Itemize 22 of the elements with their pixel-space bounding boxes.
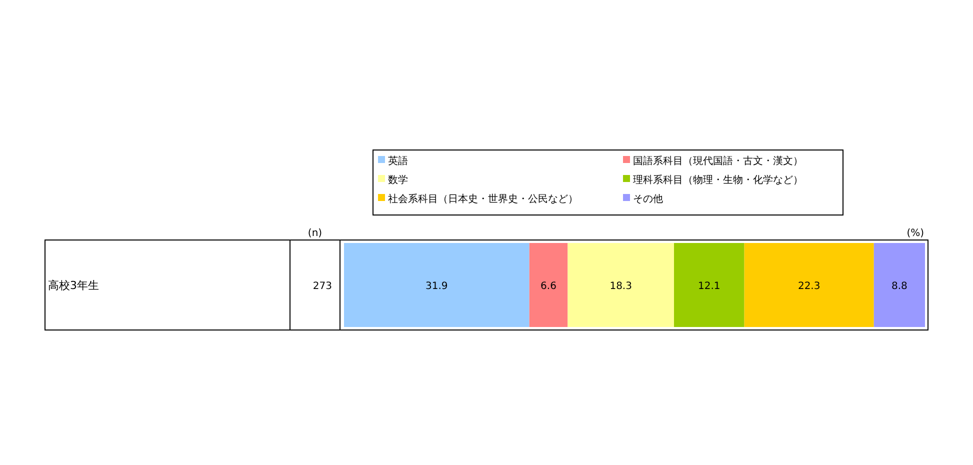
legend-label: 社会系科目（日本史・世界史・公民など） <box>388 193 578 205</box>
data-label: 18.3 <box>610 281 632 292</box>
data-label: 22.3 <box>798 281 820 292</box>
legend-label: 国語系科目（現代国語・古文・漢文） <box>633 155 803 167</box>
legend-label: 英語 <box>388 155 408 167</box>
bar <box>529 243 568 327</box>
text: (n) <box>308 228 322 239</box>
bar <box>874 243 925 327</box>
legend-label: その他 <box>633 193 663 205</box>
bar <box>568 243 674 327</box>
legend-label: 理科系科目（物理・生物・化学など） <box>633 174 803 186</box>
text: (%) <box>906 228 924 239</box>
data-label: 8.8 <box>891 281 908 292</box>
legend-label: 数学 <box>388 174 408 186</box>
bar <box>744 243 874 327</box>
y-tick-label: 高校3年生 <box>48 279 99 292</box>
text: 273 <box>312 281 332 292</box>
data-label: 6.6 <box>540 281 556 292</box>
data-label: 12.1 <box>698 281 720 292</box>
bar <box>344 243 530 327</box>
bar <box>674 243 744 327</box>
data-label: 31.9 <box>426 281 448 292</box>
